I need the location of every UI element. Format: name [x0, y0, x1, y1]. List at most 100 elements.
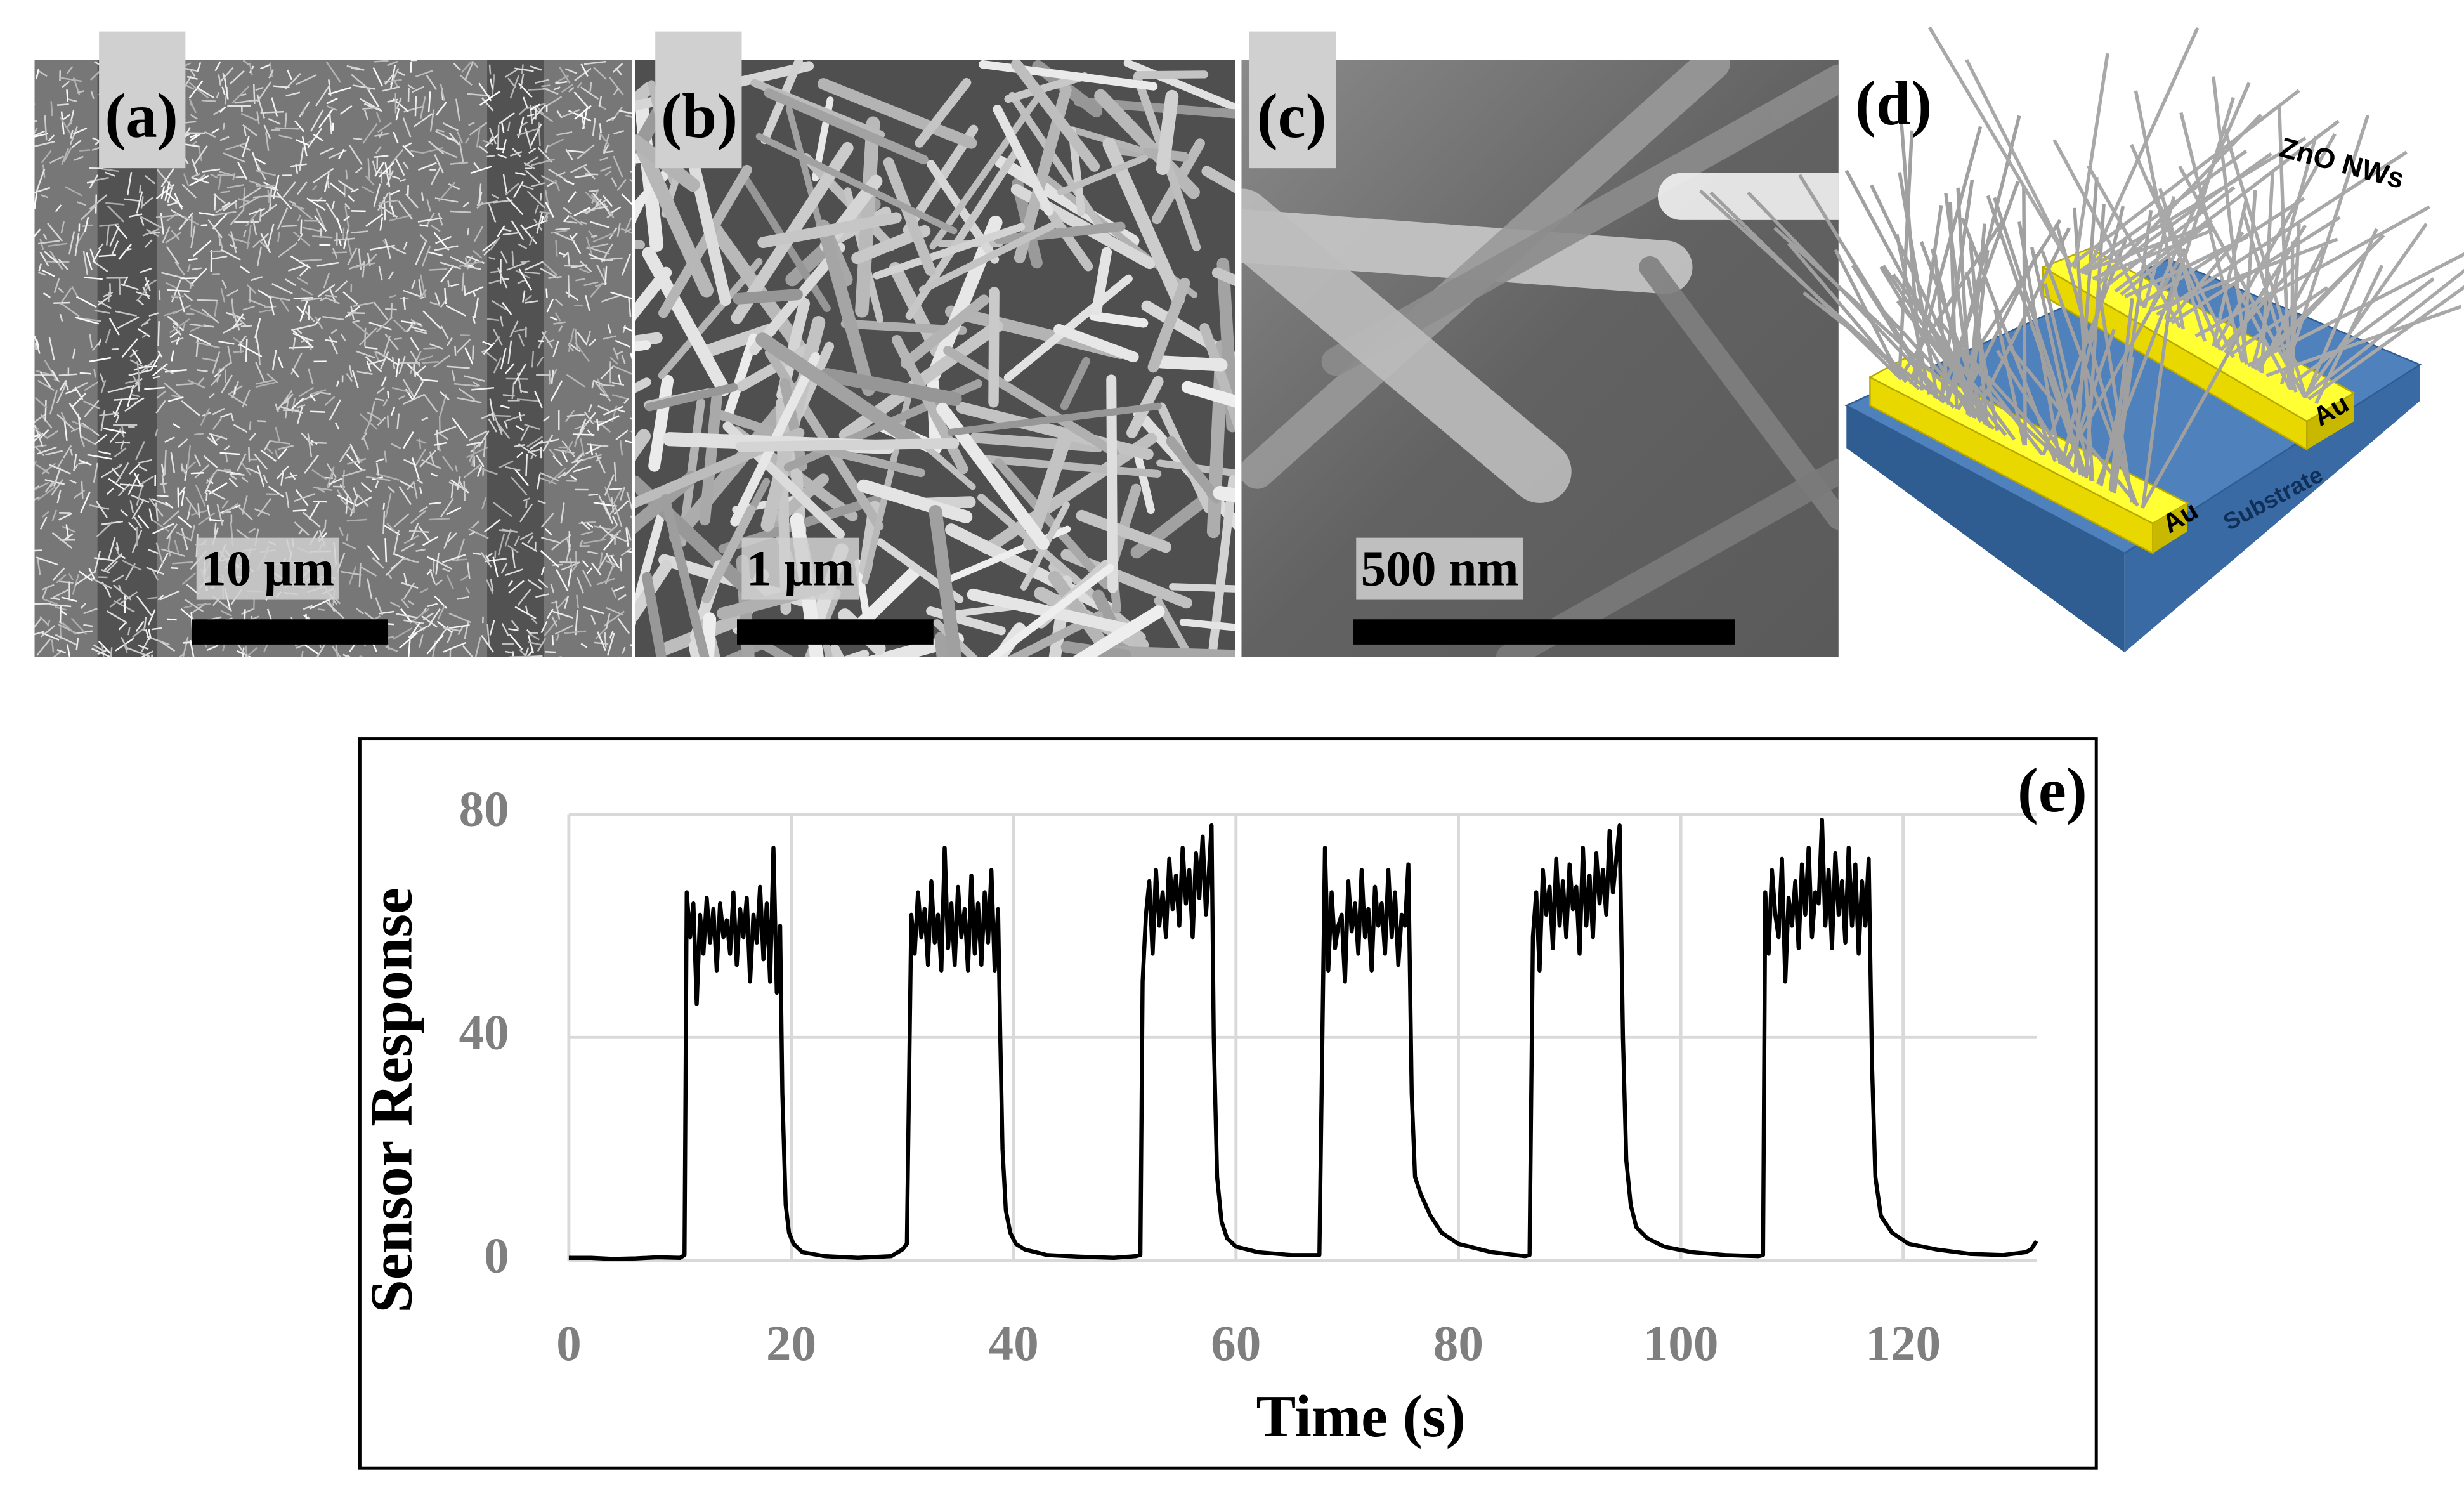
nanowire [36, 638, 51, 656]
nanowire [129, 350, 138, 358]
nanowire [364, 110, 369, 121]
nanowire [285, 278, 297, 287]
nanowire [201, 308, 219, 324]
nanowire [313, 486, 332, 492]
nanowire [309, 393, 316, 402]
nanowire [434, 442, 447, 446]
nanowire [182, 636, 189, 657]
nanowire [2065, 329, 2116, 468]
nanowire [41, 462, 56, 475]
nanowire [615, 67, 623, 76]
nanowire [356, 496, 372, 507]
nanowire [132, 376, 138, 383]
nanowire [446, 574, 454, 589]
nanowire [220, 362, 231, 371]
nanowire [389, 189, 400, 196]
nanowire [150, 232, 160, 235]
nanowire [37, 446, 57, 455]
nanowire [367, 544, 380, 561]
nanowire [580, 530, 594, 535]
nanowire [138, 466, 148, 472]
nanowire [593, 67, 607, 80]
nanowire [515, 425, 525, 431]
nanowire [157, 594, 164, 601]
nanowire [325, 202, 339, 223]
nanowire [488, 204, 497, 223]
nanowire [977, 494, 1146, 641]
nanowire [517, 589, 531, 606]
nanowire [533, 218, 543, 232]
nanowire [342, 291, 358, 305]
nanowire [255, 362, 266, 383]
nanowire [580, 86, 599, 100]
nanowire [464, 286, 484, 296]
nanowire [2138, 197, 2305, 306]
nanowire [139, 267, 152, 273]
nanowire [434, 245, 459, 251]
nanowire [147, 636, 170, 646]
nanowire [829, 644, 845, 657]
nanowire [551, 616, 558, 627]
nanowire [596, 456, 602, 462]
nanowire [567, 252, 571, 266]
nanowire [467, 93, 490, 97]
nanowire [346, 457, 367, 465]
nanowire [346, 533, 349, 542]
nanowire [362, 122, 378, 145]
nanowire [285, 474, 297, 479]
nanowire [448, 183, 460, 190]
nanowire [544, 189, 549, 207]
nanowire [148, 497, 164, 517]
nanowire [413, 364, 417, 377]
nanowire [556, 569, 569, 592]
nanowire [105, 202, 125, 206]
nanowire [537, 579, 549, 589]
nanowire [609, 487, 623, 490]
nanowire [210, 173, 218, 179]
nanowire [120, 509, 129, 517]
nanowire [172, 561, 193, 565]
nanowire [339, 105, 353, 115]
nanowire [1154, 355, 1228, 372]
nanowire [524, 271, 541, 275]
nanowire [399, 480, 414, 488]
nanowire [220, 610, 232, 617]
nanowire [530, 103, 540, 111]
nanowire [476, 126, 481, 148]
nanowire [127, 647, 150, 657]
nanowire [2148, 82, 2251, 311]
nanowire [367, 158, 370, 180]
nanowire [301, 136, 308, 157]
nanowire [603, 195, 613, 207]
nanowire [623, 326, 632, 332]
nanowire [504, 421, 508, 429]
nanowire [512, 327, 528, 333]
nanowire [34, 103, 36, 105]
nanowire [926, 606, 1006, 636]
nanowire [547, 181, 554, 187]
nanowire [518, 243, 528, 250]
nanowire [755, 133, 958, 235]
nanowire [573, 91, 590, 110]
nanowire [490, 237, 501, 251]
nanowire [342, 227, 345, 240]
nanowire [137, 514, 150, 529]
nanowire [339, 445, 351, 463]
nanowire [616, 178, 627, 192]
nanowire [414, 329, 427, 334]
nanowire [298, 386, 315, 398]
nanowire [943, 346, 1119, 457]
nanowire [634, 500, 668, 626]
nanowire [534, 391, 543, 409]
x-tick-label: 120 [1865, 1316, 1941, 1372]
nanowire [599, 132, 611, 147]
nanowire [723, 333, 759, 420]
nanowire [218, 74, 222, 86]
nanowire [183, 173, 190, 187]
nanowire [56, 414, 76, 431]
nanowire [289, 200, 296, 205]
nanowire [310, 442, 327, 444]
nanowire [514, 67, 534, 72]
nanowire [136, 191, 143, 214]
